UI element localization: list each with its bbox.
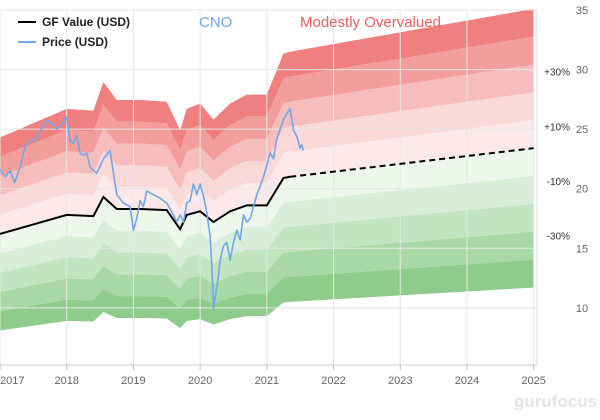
legend: GF Value (USD) Price (USD)	[18, 15, 130, 49]
legend-price-label[interactable]: Price (USD)	[42, 35, 108, 49]
x-tick-label: 2024	[455, 375, 479, 387]
x-tick-label: 2018	[54, 375, 78, 387]
x-tick-label: 2019	[121, 375, 145, 387]
band-labels: +30% +10% -10% -30%	[544, 68, 570, 243]
band-label: -10%	[547, 177, 570, 188]
x-tick-label: 2021	[255, 375, 279, 387]
y-tick-label: 10	[576, 303, 588, 315]
y-tick-label: 35	[576, 5, 588, 17]
series-lines	[0, 108, 534, 309]
price-line	[0, 108, 305, 309]
band-label: +10%	[544, 122, 570, 133]
grid-lines	[0, 9, 537, 365]
chart-title: CNO	[199, 14, 232, 31]
valuation-label: Modestly Overvalued	[300, 14, 441, 31]
band-label: +30%	[544, 68, 570, 79]
x-tick-label: 2017	[0, 375, 24, 387]
watermark-text: gurufocus	[514, 392, 597, 411]
x-tick-label: 2025	[521, 375, 545, 387]
legend-gf-value-label[interactable]: GF Value (USD)	[42, 15, 130, 29]
x-tick-label: 2020	[188, 375, 212, 387]
gf-value-projection-line	[290, 147, 534, 178]
y-tick-label: 25	[576, 124, 588, 136]
y-tick-label: 20	[576, 184, 588, 196]
x-tick-label: 2023	[388, 375, 412, 387]
y-tick-label: 15	[576, 243, 588, 255]
y-tick-label: 30	[576, 65, 588, 77]
watermark-logo: gurufocus	[514, 392, 597, 411]
x-axis: 2017 2018 2019 2020 2021 2022 2023 2024 2025	[0, 364, 546, 387]
x-tick-label: 2022	[321, 375, 345, 387]
y-axis: 35 30 25 20 15 10	[536, 5, 588, 365]
band-label: -30%	[547, 232, 570, 243]
